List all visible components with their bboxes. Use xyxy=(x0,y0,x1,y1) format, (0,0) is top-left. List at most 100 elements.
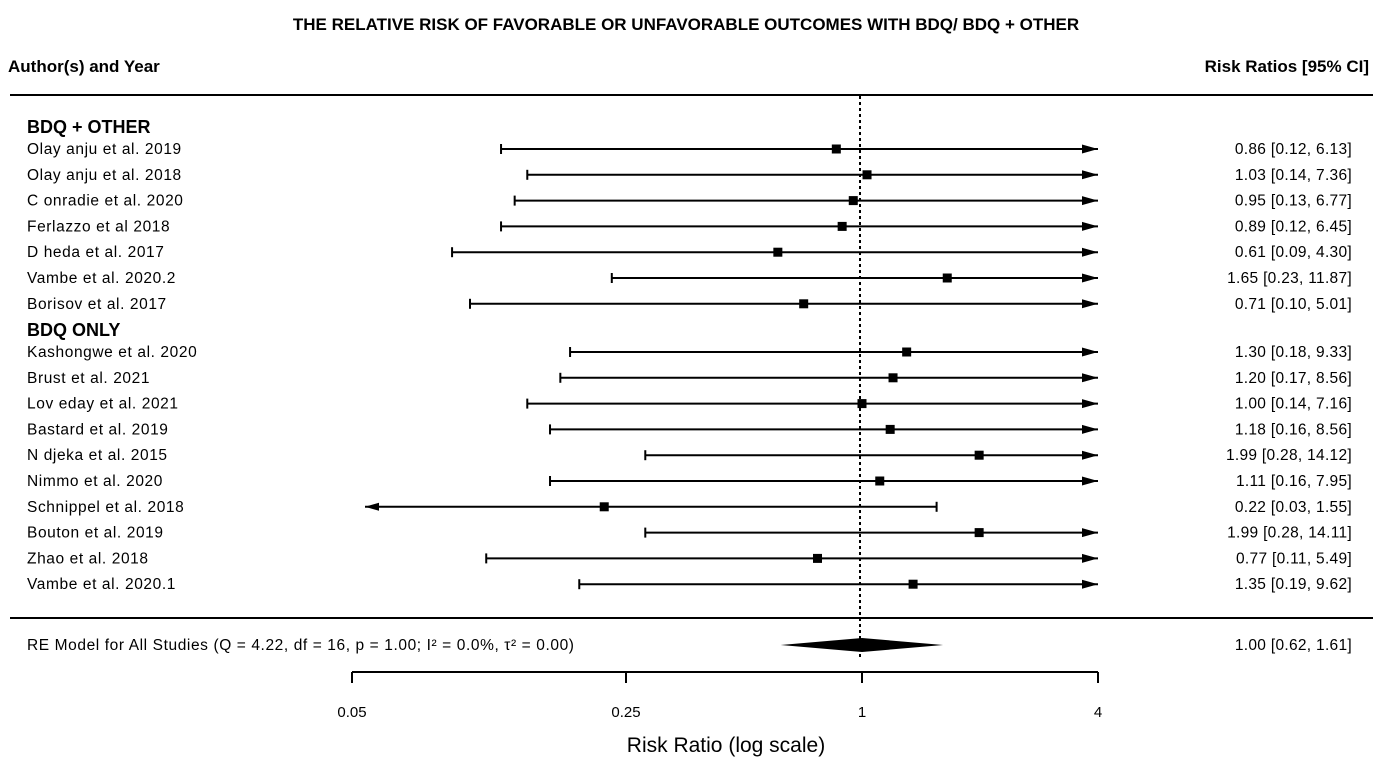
study-label: Bastard et al. 2019 xyxy=(27,421,169,438)
ci-arrow-right xyxy=(1082,170,1098,180)
study-label: Nimmo et al. 2020 xyxy=(27,473,163,490)
study-label: Vambe et al. 2020.2 xyxy=(27,270,176,287)
study-row: Olay anju et al. 2019 0.86 [0.12, 6.13] xyxy=(27,141,1352,158)
point-estimate xyxy=(942,273,952,283)
study-row: Zhao et al. 2018 0.77 [0.11, 5.49] xyxy=(27,550,1352,567)
x-tick-label: 1 xyxy=(858,704,866,721)
point-estimate xyxy=(857,399,867,409)
point-estimate xyxy=(974,528,984,538)
ci-arrow-left xyxy=(365,502,379,511)
header-risk-ratios: Risk Ratios [95% CI] xyxy=(1205,57,1369,76)
study-label: Lov eday et al. 2021 xyxy=(27,396,179,413)
group-label: BDQ + OTHER xyxy=(27,117,151,137)
study-row: Lov eday et al. 2021 1.00 [0.14, 7.16] xyxy=(27,396,1352,413)
ci-value: 0.61 [0.09, 4.30] xyxy=(1235,244,1352,261)
ci-value: 1.65 [0.23, 11.87] xyxy=(1227,270,1352,287)
ci-arrow-right xyxy=(1082,221,1098,231)
study-label: Ferlazzo et al 2018 xyxy=(27,218,170,235)
ci-arrow-right xyxy=(1082,347,1098,357)
ci-value: 0.86 [0.12, 6.13] xyxy=(1235,141,1352,158)
x-tick-label: 4 xyxy=(1094,704,1102,721)
study-label: Brust et al. 2021 xyxy=(27,370,150,387)
x-axis: 0.05 0.25 1 4 xyxy=(337,671,1102,721)
ci-arrow-right xyxy=(1082,450,1098,460)
ci-arrow-right xyxy=(1082,399,1098,409)
ci-value: 1.00 [0.14, 7.16] xyxy=(1235,396,1352,413)
ci-value: 1.03 [0.14, 7.36] xyxy=(1235,167,1352,184)
ci-value: 1.20 [0.17, 8.56] xyxy=(1235,370,1352,387)
ci-value: 1.35 [0.19, 9.62] xyxy=(1235,576,1352,593)
ci-value: 0.71 [0.10, 5.01] xyxy=(1235,296,1352,313)
point-estimate xyxy=(888,373,898,383)
study-row: C onradie et al. 2020 0.95 [0.13, 6.77] xyxy=(27,193,1352,210)
ci-value: 1.99 [0.28, 14.12] xyxy=(1226,447,1352,464)
point-estimate xyxy=(799,299,809,309)
point-estimate xyxy=(848,196,858,206)
x-tick-label: 0.25 xyxy=(611,704,640,721)
chart-title: THE RELATIVE RISK OF FAVORABLE OR UNFAVO… xyxy=(293,15,1079,34)
point-estimate xyxy=(885,424,895,434)
ci-arrow-right xyxy=(1082,528,1098,538)
point-estimate xyxy=(773,247,783,257)
point-estimate xyxy=(974,450,984,460)
ci-value: 1.99 [0.28, 14.11] xyxy=(1227,525,1352,542)
ci-arrow-right xyxy=(1082,424,1098,434)
point-estimate xyxy=(875,476,885,486)
ci-arrow-right xyxy=(1082,553,1098,563)
study-row: Ferlazzo et al 2018 0.89 [0.12, 6.45] xyxy=(27,218,1352,235)
study-label: Zhao et al. 2018 xyxy=(27,550,149,567)
study-row: Vambe et al. 2020.1 1.35 [0.19, 9.62] xyxy=(27,576,1352,593)
ci-arrow-right xyxy=(1082,144,1098,154)
ci-value: 1.18 [0.16, 8.56] xyxy=(1235,421,1352,438)
header-author-year: Author(s) and Year xyxy=(8,57,160,76)
point-estimate xyxy=(813,553,823,563)
study-row: Bastard et al. 2019 1.18 [0.16, 8.56] xyxy=(27,421,1352,438)
ci-value: 0.95 [0.13, 6.77] xyxy=(1235,193,1352,210)
study-row: Schnippel et al. 2018 0.22 [0.03, 1.55] xyxy=(27,499,1352,516)
study-row: Nimmo et al. 2020 1.11 [0.16, 7.95] xyxy=(27,473,1352,490)
ci-arrow-right xyxy=(1082,247,1098,257)
x-tick-label: 0.05 xyxy=(337,704,366,721)
study-row: Vambe et al. 2020.2 1.65 [0.23, 11.87] xyxy=(27,270,1352,287)
ci-arrow-right xyxy=(1082,299,1098,309)
study-label: C onradie et al. 2020 xyxy=(27,193,184,210)
summary-row: RE Model for All Studies (Q = 4.22, df =… xyxy=(27,637,1352,654)
study-row: Brust et al. 2021 1.20 [0.17, 8.56] xyxy=(27,370,1352,387)
study-label: Bouton et al. 2019 xyxy=(27,525,164,542)
summary-ci-value: 1.00 [0.62, 1.61] xyxy=(1235,637,1352,654)
summary-label: RE Model for All Studies (Q = 4.22, df =… xyxy=(27,637,575,654)
study-row: Borisov et al. 2017 0.71 [0.10, 5.01] xyxy=(27,296,1352,313)
ci-value: 1.30 [0.18, 9.33] xyxy=(1235,344,1352,361)
study-row: D heda et al. 2017 0.61 [0.09, 4.30] xyxy=(27,244,1352,261)
point-estimate xyxy=(902,347,912,357)
point-estimate xyxy=(599,502,609,512)
study-label: Olay anju et al. 2018 xyxy=(27,167,182,184)
point-estimate xyxy=(908,579,918,589)
point-estimate xyxy=(837,221,847,231)
ci-value: 0.77 [0.11, 5.49] xyxy=(1236,550,1352,567)
study-label: Vambe et al. 2020.1 xyxy=(27,576,176,593)
group-label: BDQ ONLY xyxy=(27,320,120,340)
study-label: Schnippel et al. 2018 xyxy=(27,499,184,516)
ci-arrow-right xyxy=(1082,273,1098,283)
study-row: Kashongwe et al. 2020 1.30 [0.18, 9.33] xyxy=(27,344,1352,361)
point-estimate xyxy=(862,170,872,180)
ci-arrow-right xyxy=(1082,373,1098,383)
study-rows: BDQ + OTHER Olay anju et al. 2019 0.86 [0.… xyxy=(27,117,1352,593)
ci-value: 0.22 [0.03, 1.55] xyxy=(1235,499,1352,516)
study-label: N djeka et al. 2015 xyxy=(27,447,168,464)
study-row: N djeka et al. 2015 1.99 [0.28, 14.12] xyxy=(27,447,1352,464)
ci-value: 0.89 [0.12, 6.45] xyxy=(1235,218,1352,235)
study-label: D heda et al. 2017 xyxy=(27,244,164,261)
study-label: Olay anju et al. 2019 xyxy=(27,141,182,158)
x-axis-label: Risk Ratio (log scale) xyxy=(627,734,825,757)
study-label: Borisov et al. 2017 xyxy=(27,296,167,313)
ci-value: 1.11 [0.16, 7.95] xyxy=(1236,473,1352,490)
study-row: Olay anju et al. 2018 1.03 [0.14, 7.36] xyxy=(27,167,1352,184)
study-label: Kashongwe et al. 2020 xyxy=(27,344,197,361)
point-estimate xyxy=(831,144,841,154)
study-row: Bouton et al. 2019 1.99 [0.28, 14.11] xyxy=(27,525,1352,542)
summary-diamond xyxy=(780,638,944,652)
ci-arrow-right xyxy=(1082,196,1098,206)
